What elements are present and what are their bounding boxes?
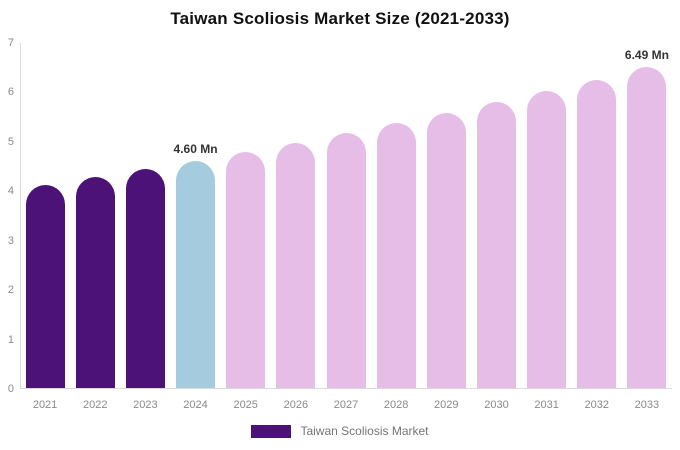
bar-2027[interactable] bbox=[326, 132, 366, 388]
y-tick-label: 0 bbox=[7, 383, 14, 395]
y-tick-label: 6 bbox=[7, 86, 14, 99]
y-tick-label: 7 bbox=[7, 37, 14, 49]
x-axis-line bbox=[20, 388, 672, 389]
bar-2029[interactable] bbox=[426, 112, 466, 388]
x-tick-label-2027: 2027 bbox=[333, 399, 359, 411]
y-tick-label: 3 bbox=[7, 234, 14, 247]
x-tick-label-2030: 2030 bbox=[484, 399, 509, 411]
y-tick-label: 2 bbox=[7, 284, 14, 297]
x-tick-label-2033: 2033 bbox=[634, 399, 660, 411]
plot-area: 4.60 Mn 6.49 Mn bbox=[20, 43, 672, 389]
bar-2022[interactable] bbox=[75, 177, 115, 388]
x-tick-label-2028: 2028 bbox=[383, 399, 409, 411]
y-tick-label: 4 bbox=[7, 185, 14, 198]
x-tick-label-2023: 2023 bbox=[133, 399, 158, 411]
bar-value-label-2024: 4.60 Mn bbox=[173, 141, 218, 156]
bar-2031[interactable] bbox=[527, 91, 567, 388]
bar-2023[interactable] bbox=[125, 169, 165, 388]
bar-value-label-2033: 6.49 Mn bbox=[624, 48, 669, 63]
x-tick-label-2021: 2021 bbox=[32, 399, 58, 411]
legend: Taiwan Scoliosis Market bbox=[0, 424, 680, 438]
x-tick-label-2026: 2026 bbox=[283, 399, 309, 411]
x-tick-label-2024: 2024 bbox=[183, 399, 208, 411]
legend-swatch[interactable] bbox=[251, 424, 292, 438]
x-tick-label-2031: 2031 bbox=[534, 399, 559, 411]
y-tick-label: 1 bbox=[7, 333, 14, 346]
bar-2032[interactable] bbox=[577, 79, 617, 388]
x-tick-label-2029: 2029 bbox=[434, 399, 459, 411]
bar-2028[interactable] bbox=[376, 123, 416, 388]
x-axis-labels: 2021 2022 2023 2024 2025 2026 2027 2028 2029 2030… bbox=[20, 399, 672, 413]
bar-2025[interactable] bbox=[226, 151, 266, 388]
x-tick-label-2032: 2032 bbox=[584, 399, 610, 411]
bar-2021[interactable] bbox=[25, 185, 65, 388]
y-axis-line bbox=[20, 43, 21, 389]
x-tick-label-2022: 2022 bbox=[82, 399, 108, 411]
chart-title: Taiwan Scoliosis Market Size (2021-2033) bbox=[170, 9, 510, 28]
y-axis-labels: 0 1 2 3 4 5 6 7 bbox=[0, 37, 15, 395]
x-tick-label-2025: 2025 bbox=[233, 399, 258, 411]
bar-2026[interactable] bbox=[276, 142, 316, 388]
bar-2033[interactable] bbox=[627, 67, 667, 388]
legend-label[interactable]: Taiwan Scoliosis Market bbox=[300, 424, 429, 438]
bar-2024[interactable] bbox=[176, 160, 216, 388]
y-tick-label: 5 bbox=[7, 135, 14, 148]
bar-2030[interactable] bbox=[476, 102, 516, 388]
